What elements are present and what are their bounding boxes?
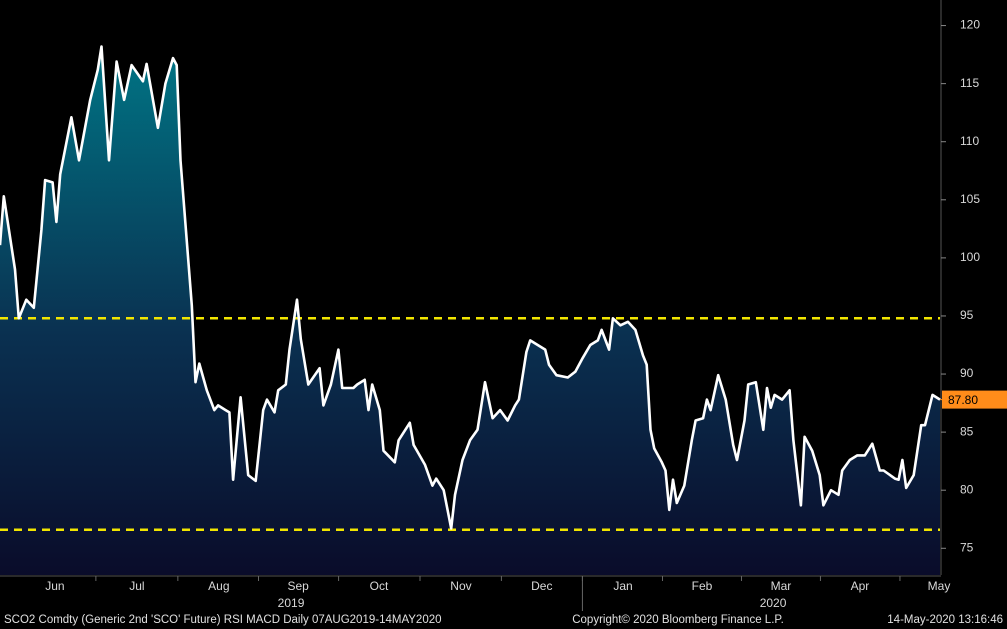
- y-tick-label: 90: [960, 366, 974, 380]
- x-tick-label: Aug: [208, 579, 229, 593]
- y-tick-label: 115: [960, 76, 979, 90]
- y-tick-label: 75: [960, 540, 974, 554]
- price-line: [0, 45, 941, 530]
- x-tick-label: Apr: [851, 579, 870, 593]
- last-value-label: 87.80: [948, 393, 978, 407]
- y-tick-label: 100: [960, 250, 980, 264]
- y-tick-label: 85: [960, 424, 974, 438]
- y-tick-label: 120: [960, 18, 980, 32]
- x-tick-label: Oct: [370, 579, 389, 593]
- x-tick-label: Dec: [531, 579, 552, 593]
- year-label: 2020: [760, 596, 787, 610]
- y-tick-label: 80: [960, 482, 974, 496]
- last-value-box: [942, 390, 1007, 409]
- year-label: 2019: [278, 596, 305, 610]
- copyright: Copyright© 2020 Bloomberg Finance L.P.: [572, 614, 784, 626]
- y-tick-label: 95: [960, 308, 974, 322]
- y-tick-label: 110: [960, 134, 979, 148]
- x-tick-label: Mar: [771, 579, 792, 593]
- y-tick-label: 105: [960, 192, 980, 206]
- x-tick-label: May: [928, 579, 951, 593]
- x-tick-label: Feb: [692, 579, 713, 593]
- x-tick-label: Jun: [45, 579, 64, 593]
- x-tick-label: Jul: [129, 579, 144, 593]
- x-tick-label: Nov: [450, 579, 471, 593]
- footer-title: SCO2 Comdty (Generic 2nd 'SCO' Future) R…: [4, 614, 442, 626]
- timestamp: 14-May-2020 13:16:46: [887, 614, 1003, 626]
- x-tick-label: Sep: [287, 579, 309, 593]
- x-tick-label: Jan: [613, 579, 632, 593]
- area-fill: [0, 46, 940, 575]
